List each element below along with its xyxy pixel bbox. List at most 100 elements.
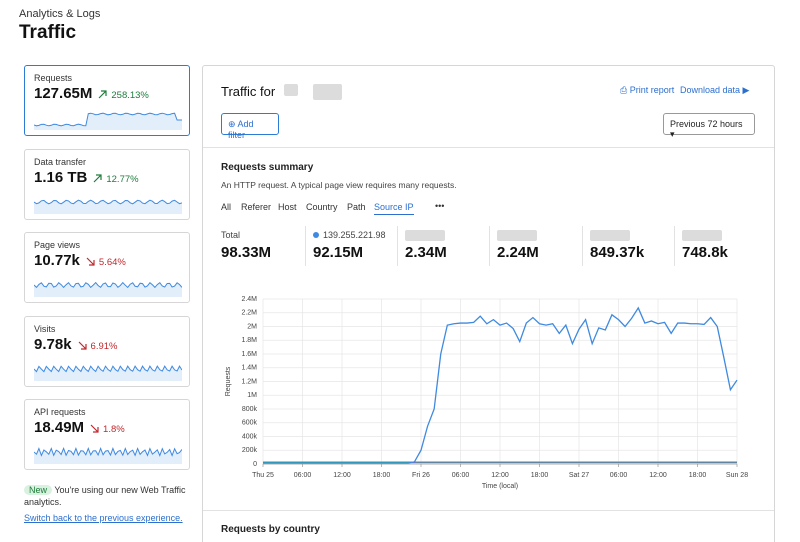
switch-link[interactable]: Switch back to the previous experience. (24, 513, 183, 523)
card-change-text: 258.13% (111, 90, 149, 101)
y-tick-label: 1.8M (241, 337, 257, 344)
metric-card[interactable]: Page views 10.77k 5.64% (24, 232, 190, 303)
sparkline-line (34, 112, 182, 127)
arrow (86, 257, 95, 266)
divider (203, 147, 774, 148)
card-value: 18.49M 1.8% (34, 419, 125, 436)
y-tick-label: 0 (253, 461, 257, 468)
traffic-chart: 0 200k 400k 600k 800k 1M 1.2M 1.4M 1.6M 1.8M 2M 2.2… (225, 296, 748, 490)
stat-divider (397, 226, 398, 266)
x-tick-label: 18:00 (531, 472, 549, 479)
more-tabs[interactable]: ••• (435, 201, 445, 211)
stat-label-text: Total (221, 230, 241, 240)
sparkline (34, 365, 182, 381)
card-change: 258.13% (98, 90, 149, 101)
redacted (284, 84, 298, 96)
download-data[interactable]: Download data ▶ (680, 85, 750, 95)
page-title: Traffic (19, 22, 77, 43)
sparkline (34, 281, 182, 297)
stat-value: 92.15M (313, 244, 364, 261)
card-value: 1.16 TB 12.77% (34, 169, 139, 186)
add-filter-text: Add filter (228, 119, 254, 140)
tab[interactable]: Host (278, 202, 297, 212)
sparkline (34, 446, 182, 464)
x-tick-label: Fri 26 (412, 472, 430, 479)
y-tick-label: 1.2M (241, 378, 257, 385)
card-value-text: 9.78k (34, 336, 72, 353)
trend-arrow (98, 90, 107, 99)
x-tick-label: 12:00 (649, 472, 667, 479)
sparkline-area (34, 113, 182, 130)
period-text: Previous 72 hours (670, 119, 743, 129)
metric-card[interactable]: Data transfer 1.16 TB 12.77% (24, 149, 190, 220)
y-axis-label: Requests (225, 366, 232, 396)
tab[interactable]: Referer (241, 202, 272, 212)
x-tick-label: 06:00 (452, 472, 470, 479)
sparkline (34, 112, 182, 130)
card-value-text: 1.16 TB (34, 169, 88, 186)
trend-arrow (93, 174, 102, 183)
arrow (93, 174, 102, 183)
trend-arrow (90, 424, 99, 433)
y-tick-label: 200k (242, 447, 258, 454)
metric-card[interactable]: API requests 18.49M 1.8% (24, 399, 190, 470)
x-axis-label: Time (local) (482, 483, 518, 490)
x-tick-label: Sat 27 (569, 472, 589, 479)
tab[interactable]: Country (306, 202, 338, 212)
card-change-text: 6.91% (90, 341, 118, 352)
card-value-text: 127.65M (34, 85, 93, 102)
card-value: 9.78k 6.91% (34, 336, 117, 353)
stat-value: 98.33M (221, 244, 272, 261)
trend-arrow (86, 257, 95, 266)
card-change: 12.77% (93, 174, 139, 185)
y-tick-label: 1.6M (241, 351, 257, 358)
card-change: 6.91% (78, 341, 118, 352)
metric-card[interactable]: Visits 9.78k 6.91% (24, 316, 190, 387)
stat-value: 2.34M (405, 244, 447, 261)
card-change: 1.8% (90, 424, 125, 435)
redacted-label (497, 230, 537, 241)
x-tick-label: 06:00 (294, 472, 312, 479)
sparkline-line (34, 199, 182, 205)
card-label: Visits (34, 324, 56, 334)
x-tick-label: Thu 25 (252, 472, 274, 479)
main-title: Traffic for (221, 84, 276, 99)
y-tick-label: 400k (242, 433, 258, 440)
stat-divider (489, 226, 490, 266)
print-report[interactable]: ⎙ Print report (620, 85, 675, 95)
tab[interactable]: Source IP (374, 202, 414, 215)
sparkline-line (34, 446, 182, 457)
period-select[interactable]: Previous 72 hours ▾ (663, 113, 755, 139)
notice: New You're using our new Web Traffic ana… (24, 484, 196, 528)
card-label: API requests (34, 407, 86, 417)
redacted-label (682, 230, 722, 241)
x-tick-label: 18:00 (373, 472, 391, 479)
card-change-text: 12.77% (106, 174, 139, 185)
series-line (263, 306, 738, 464)
country-title: Requests by country (221, 524, 320, 535)
stat-label: 139.255.221.98 (313, 230, 386, 240)
x-tick-label: 06:00 (610, 472, 628, 479)
y-tick-label: 2.2M (241, 310, 257, 317)
redacted-label (405, 230, 445, 241)
tab[interactable]: Path (347, 202, 366, 212)
stat-divider (305, 226, 306, 266)
stat-divider (582, 226, 583, 266)
card-change: 5.64% (86, 257, 126, 268)
new-badge: New (24, 485, 53, 495)
sparkline-area (34, 200, 182, 214)
tab[interactable]: All (221, 202, 232, 212)
x-tick-label: 18:00 (689, 472, 707, 479)
summary-title: Requests summary (221, 162, 314, 173)
sparkline-area (34, 282, 182, 297)
arrow (98, 90, 107, 99)
add-filter-button[interactable]: ⊕ Add filter (221, 113, 279, 140)
breadcrumb: Analytics & Logs (19, 8, 101, 20)
metric-card[interactable]: Requests 127.65M 258.13% (24, 65, 190, 136)
card-change-text: 5.64% (98, 257, 126, 268)
card-change-text: 1.8% (103, 424, 125, 435)
card-label: Data transfer (34, 157, 87, 167)
redacted (313, 84, 342, 100)
series-dot (313, 232, 319, 238)
